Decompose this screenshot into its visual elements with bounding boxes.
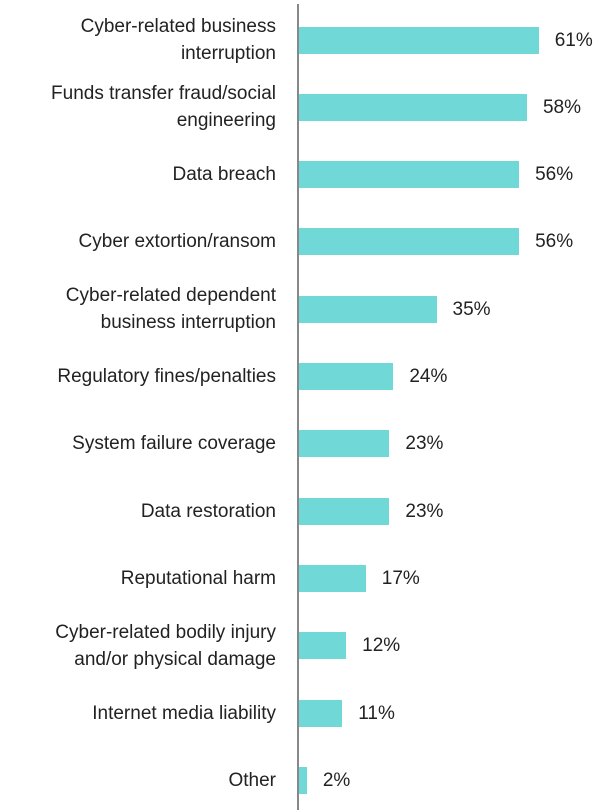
value-label: 2% [322,769,351,791]
bar [299,766,307,794]
bar [299,699,343,727]
category-label: Other [228,769,276,791]
category-label: Cyber-related bodily injury and/or physi… [55,621,276,670]
bar [299,497,390,525]
bar [299,161,520,189]
bar [299,430,390,458]
category-label: Cyber-related dependent business interru… [65,285,276,334]
value-label: 23% [405,500,444,522]
bar [299,26,539,54]
value-label: 56% [535,231,574,253]
category-label: Regulatory fines/penalties [57,366,276,387]
value-label: 35% [452,298,491,320]
bar [299,564,366,592]
category-label: Internet media liability [92,702,276,724]
value-label: 24% [409,366,448,387]
bar [299,93,527,121]
value-label: 61% [554,29,593,51]
value-label: 17% [381,567,420,589]
category-label: Cyber extortion/ransom [78,231,276,253]
bar [299,295,437,323]
bar [299,228,520,256]
category-label: System failure coverage [72,433,276,455]
value-label: 58% [542,96,581,118]
bar [299,632,347,660]
bar [299,363,394,390]
category-label: Funds transfer fraud/social engineering [51,83,276,132]
category-label: Cyber-related business interruption [80,16,276,64]
axis-line [297,4,299,810]
value-label: 23% [405,433,444,455]
category-label: Data restoration [140,500,276,522]
category-label: Reputational harm [120,567,276,589]
value-label: 56% [535,164,574,186]
value-label: 11% [358,702,395,724]
category-label: Data breach [172,164,276,186]
value-label: 12% [362,635,401,657]
